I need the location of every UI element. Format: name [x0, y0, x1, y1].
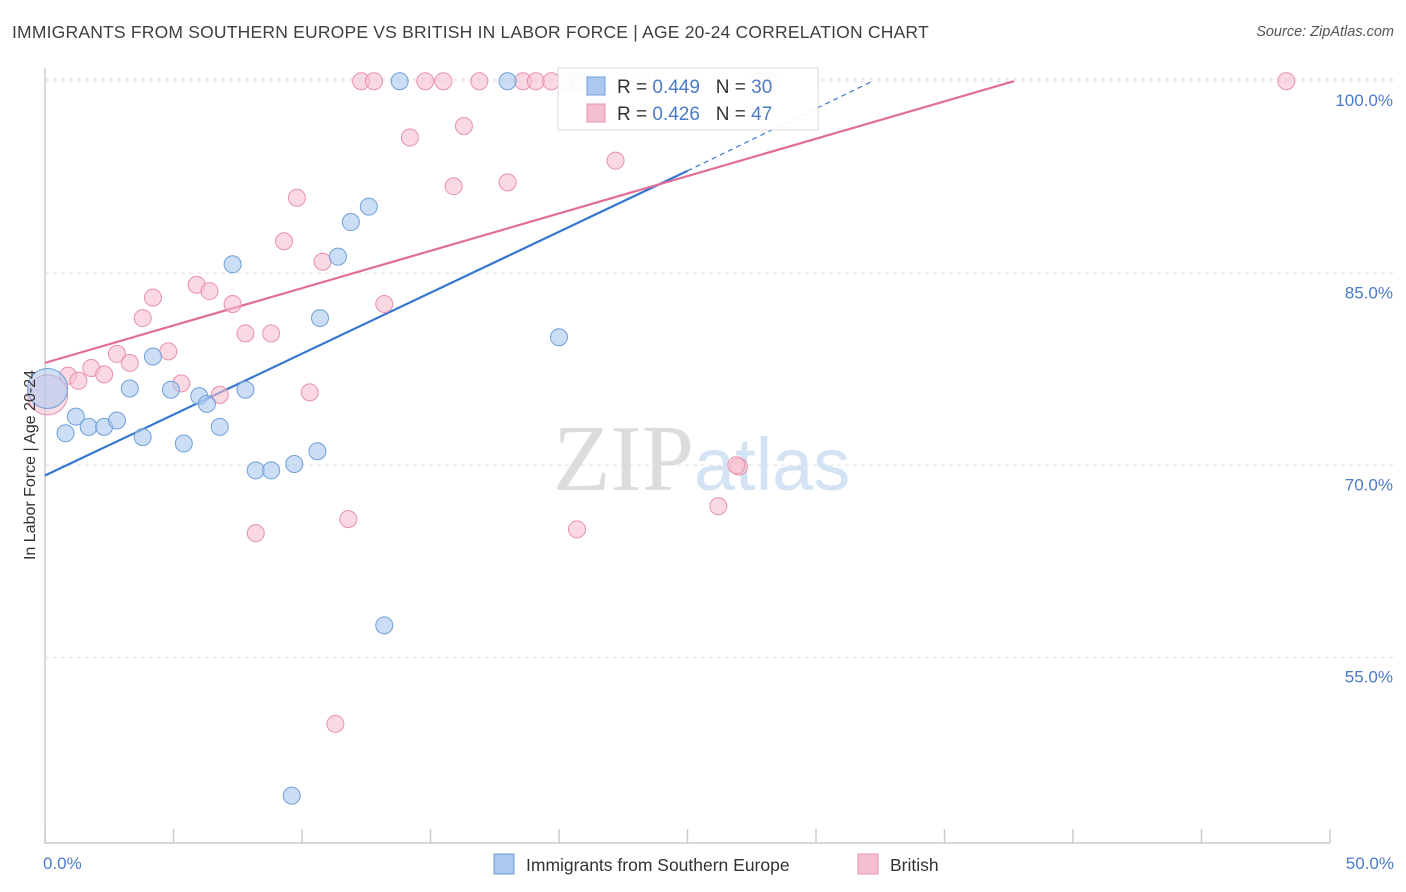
data-point-blue [223, 255, 242, 274]
axes [44, 68, 1331, 844]
legend-swatch-pink [857, 853, 879, 875]
data-point-pink [339, 510, 358, 529]
corr-row-blue: R = 0.449 N = 30 [617, 77, 772, 98]
legend-swatch-blue [493, 853, 515, 875]
data-point-pink [210, 385, 229, 404]
x-tick-label-max: 50.0% [1346, 854, 1394, 873]
data-point-pink [287, 188, 306, 207]
corr-r-label: R = [617, 77, 652, 98]
y-tick-label: 85.0% [1345, 283, 1393, 302]
data-point-blue [285, 455, 304, 474]
data-point-blue [197, 394, 216, 413]
data-point-blue [107, 411, 126, 430]
data-point-pink [606, 151, 625, 170]
y-tick-label: 70.0% [1345, 475, 1393, 494]
data-point-blue [359, 197, 378, 216]
data-point-blue [246, 461, 265, 480]
data-point-blue [79, 417, 98, 436]
data-point-pink [95, 365, 114, 384]
data-point-blue [174, 434, 193, 453]
data-point-blue [375, 616, 394, 635]
data-point-pink [200, 282, 219, 301]
data-point-blue [56, 424, 75, 443]
data-point-blue [210, 417, 229, 436]
data-point-pink [416, 72, 435, 91]
watermark-zip: ZIP [553, 407, 694, 511]
data-point-blue [282, 786, 301, 805]
corr-row-pink: R = 0.426 N = 47 [617, 104, 772, 125]
data-point-pink [375, 294, 394, 313]
data-point-pink [69, 371, 88, 390]
data-point-blue [66, 407, 85, 426]
watermark: ZIPatlas [553, 407, 850, 511]
corr-n-value: 47 [751, 104, 772, 125]
data-point-pink [133, 309, 152, 328]
data-point-blue [550, 328, 568, 347]
trend-line-blue [44, 169, 688, 477]
data-point-pink [275, 232, 294, 251]
data-point-pink [454, 117, 473, 136]
chart-source: Source: ZipAtlas.com [1256, 24, 1394, 40]
data-point-pink [567, 520, 586, 539]
data-point-blue [498, 72, 517, 91]
series-legend: Immigrants from Southern Europe British [493, 853, 939, 875]
data-point-blue [27, 367, 69, 409]
y-tick-label: 55.0% [1345, 667, 1393, 686]
data-point-pink [364, 72, 383, 91]
data-point-blue [236, 380, 255, 399]
data-point-pink [120, 353, 139, 372]
data-point-pink [727, 456, 746, 475]
data-point-pink [159, 342, 178, 361]
legend-label-pink: British [890, 855, 939, 875]
legend-label-blue: Immigrants from Southern Europe [526, 855, 790, 875]
data-point-pink [246, 524, 265, 543]
data-point-pink [143, 288, 162, 307]
data-point-pink [542, 72, 561, 91]
data-point-blue [390, 72, 409, 91]
data-point-pink [236, 324, 255, 343]
data-point-pink [498, 173, 517, 192]
tick-labels: 100.0% 85.0% 70.0% 55.0% 0.0% 50.0% In Labor F… [22, 91, 1394, 873]
corr-swatch-blue [586, 76, 606, 96]
data-point-blue [341, 213, 360, 232]
data-point-pink [709, 497, 728, 516]
watermark-text: ZIPatlas [553, 407, 850, 511]
data-point-blue [143, 347, 162, 366]
corr-n-label: N = [700, 104, 751, 125]
data-point-blue [120, 379, 139, 398]
data-point-blue [328, 247, 347, 266]
data-point-blue [308, 442, 327, 461]
data-point-blue [262, 461, 281, 480]
data-point-pink [526, 72, 545, 91]
data-point-blue [161, 380, 180, 399]
data-point-pink [300, 383, 319, 402]
data-point-blue [133, 428, 152, 447]
chart-title: IMMIGRANTS FROM SOUTHERN EUROPE VS BRITI… [12, 22, 929, 42]
watermark-atlas: atlas [694, 423, 850, 506]
data-point-pink [313, 252, 332, 271]
correlation-legend: R = 0.449 N = 30R = 0.426 N = 47 [557, 67, 819, 131]
data-point-pink [470, 72, 489, 91]
y-tick-label: 100.0% [1335, 91, 1393, 110]
data-point-pink [1277, 72, 1296, 91]
corr-r-label: R = [617, 104, 652, 125]
corr-r-value: 0.449 [652, 77, 700, 98]
data-point-pink [223, 294, 242, 313]
y-axis-label: In Labor Force | Age 20-24 [22, 370, 39, 560]
data-point-pink [400, 128, 419, 147]
data-point-pink [107, 344, 126, 363]
corr-swatch-pink [586, 103, 606, 123]
corr-n-label: N = [700, 77, 751, 98]
data-points [27, 72, 1296, 805]
data-point-pink [262, 324, 281, 343]
trend-line-pink [44, 80, 1015, 364]
data-point-pink [434, 72, 453, 91]
x-tick-label-min: 0.0% [43, 854, 82, 873]
data-point-pink [326, 714, 345, 733]
corr-n-value: 30 [751, 77, 772, 98]
corr-r-value: 0.426 [652, 104, 700, 125]
data-point-blue [310, 309, 329, 328]
data-point-pink [444, 177, 463, 196]
